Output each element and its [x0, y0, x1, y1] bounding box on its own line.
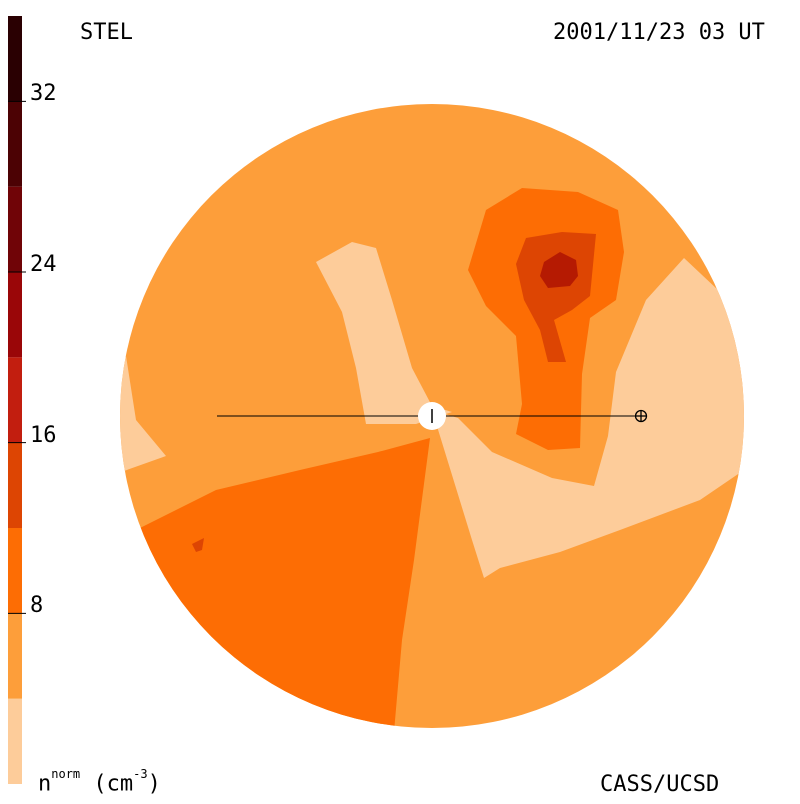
right-light-region	[432, 258, 744, 578]
colorbar-unit-label: nnorm (cm-3)	[38, 768, 161, 797]
colorbar-band-3	[8, 442, 22, 528]
colorbar-band-4	[8, 357, 22, 443]
colorbar	[8, 16, 26, 784]
colorbar-tick-label: 32	[30, 81, 57, 107]
colorbar-tick-label: 16	[30, 422, 57, 448]
unit-base: n	[38, 771, 52, 797]
earth-icon	[634, 409, 648, 423]
colorbar-tick-label: 24	[30, 252, 57, 277]
credit-label: CASS/UCSD	[600, 772, 720, 797]
colorbar-band-5	[8, 272, 22, 358]
density-disk	[120, 104, 744, 728]
colorbar-tick-label: 8	[30, 593, 44, 619]
unit-exponent: -3	[133, 767, 148, 781]
colorbar-band-6	[8, 186, 22, 272]
colorbar-band-2	[8, 528, 22, 614]
unit-paren: (cm	[93, 771, 134, 797]
datetime-label: 2001/11/23 03 UT	[553, 20, 765, 45]
unit-superscript: norm	[51, 767, 81, 781]
central-light-wedge	[316, 242, 452, 424]
lower-left-light-region	[120, 356, 166, 476]
colorbar-band-1	[8, 613, 22, 699]
station-label: STEL	[80, 20, 133, 45]
colorbar-band-0	[8, 698, 22, 784]
upper-right-peak-core	[540, 252, 578, 288]
small-blob	[192, 538, 204, 552]
colorbar-band-7	[8, 101, 22, 187]
unit-close: )	[147, 771, 161, 797]
colorbar-band-8	[8, 16, 22, 102]
